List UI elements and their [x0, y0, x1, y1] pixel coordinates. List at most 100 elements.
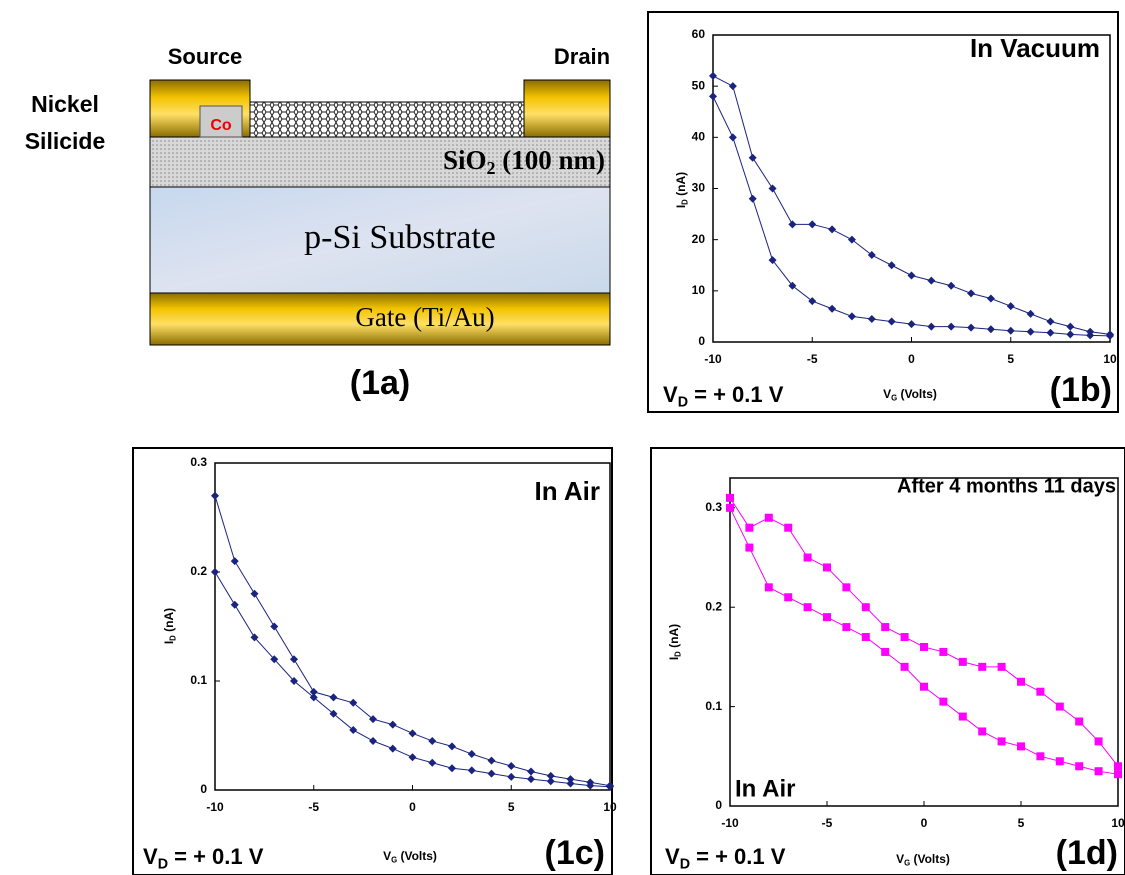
- x-axis-label-rest: (Volts): [897, 387, 937, 401]
- data-point: [748, 194, 757, 203]
- data-point: [861, 603, 870, 612]
- data-point: [842, 623, 851, 632]
- sio2-label: SiO2 (100 nm): [443, 145, 605, 178]
- x-tick-label: 10: [1103, 352, 1117, 366]
- data-point: [978, 727, 987, 736]
- y-tick-label: 0.1: [190, 673, 207, 687]
- data-point: [803, 603, 812, 612]
- data-point: [726, 493, 734, 502]
- panel-label: (1c): [545, 834, 605, 872]
- y-tick-label: 0: [698, 334, 705, 348]
- data-point: [947, 281, 956, 290]
- data-point: [448, 764, 456, 773]
- chart-title: After 4 months 11 days: [897, 475, 1116, 497]
- y-tick-label: 10: [692, 283, 706, 297]
- data-point: [978, 662, 987, 671]
- data-point: [764, 513, 773, 522]
- chart-title: In Vacuum: [970, 33, 1100, 63]
- data-point: [881, 647, 890, 656]
- data-point: [230, 600, 239, 609]
- x-tick-label: 0: [908, 352, 915, 366]
- x-axis-label: VG (Volts): [896, 852, 950, 867]
- data-point: [828, 304, 837, 313]
- data-point: [1006, 326, 1015, 335]
- panel-label: (1a): [350, 364, 410, 402]
- data-point: [507, 762, 516, 771]
- data-point: [900, 662, 909, 671]
- bias-note: VD = + 0.1 V: [143, 844, 264, 873]
- data-point: [1036, 687, 1045, 696]
- data-point: [881, 623, 890, 632]
- data-point: [1055, 702, 1064, 711]
- x-tick-label: -5: [308, 800, 319, 814]
- data-point: [823, 563, 831, 572]
- data-point: [270, 622, 279, 631]
- data-point: [1094, 767, 1103, 776]
- x-tick-label: 10: [603, 800, 617, 814]
- x-tick-label: -10: [704, 352, 722, 366]
- panel-label: (1d): [1056, 834, 1118, 872]
- data-point: [958, 712, 967, 721]
- y-axis-label-sub: D: [681, 199, 690, 205]
- data-point: [788, 281, 797, 290]
- data-point: [290, 655, 298, 664]
- chart-panel: 0 0.1 0.2 0.3 -10 -5 0 5 10 After 4 months 11 day…: [650, 447, 1125, 875]
- data-point: [1006, 302, 1015, 311]
- y-tick-label: 0.3: [705, 500, 722, 514]
- data-point: [428, 758, 437, 767]
- data-point: [823, 613, 831, 622]
- annotation: In Air: [735, 775, 795, 802]
- bias-note: VD = + 0.1 V: [665, 844, 786, 873]
- data-point: [784, 593, 793, 602]
- data-point: [847, 312, 856, 321]
- y-axis-label-rest: (nA): [674, 172, 688, 199]
- x-tick-label: 0: [921, 816, 928, 830]
- y-tick-label: 30: [692, 181, 706, 195]
- data-line: [729, 497, 1119, 775]
- data-point: [764, 583, 773, 592]
- x-tick-label: 5: [508, 800, 515, 814]
- y-tick-label: 0: [715, 798, 722, 812]
- data-point: [349, 726, 358, 735]
- data-point: [709, 92, 717, 101]
- bias-note-rest: = + 0.1 V: [168, 844, 264, 869]
- panel-frame: [132, 447, 613, 875]
- co-contact: [199, 105, 243, 138]
- bias-note-main: V: [143, 844, 158, 869]
- data-point: [250, 589, 259, 598]
- x-tick-label: 0: [409, 800, 416, 814]
- data-point: [728, 82, 737, 91]
- y-tick-label: 50: [692, 78, 706, 92]
- panel-frame: [647, 11, 1119, 413]
- data-point: [967, 323, 976, 332]
- data-point: [507, 772, 516, 781]
- bias-note-sub: D: [678, 394, 688, 410]
- data-line: [712, 75, 1111, 337]
- gate-layer: [149, 292, 611, 346]
- data-point: [408, 729, 417, 738]
- data-point: [1075, 717, 1084, 726]
- data-point: [1086, 327, 1095, 336]
- x-tick-label: -5: [822, 816, 833, 830]
- data-point: [329, 693, 338, 702]
- data-point: [369, 736, 377, 745]
- data-point: [958, 657, 967, 666]
- data-point: [997, 737, 1006, 746]
- y-tick-label: 60: [692, 27, 706, 41]
- data-point: [745, 543, 754, 552]
- data-point: [748, 153, 757, 162]
- data-point: [566, 779, 575, 788]
- data-point: [768, 184, 777, 193]
- y-axis-label: ID (nA): [162, 608, 177, 644]
- data-point: [867, 314, 876, 323]
- panel-frame: [650, 447, 1125, 875]
- y-axis-label: ID (nA): [674, 172, 689, 208]
- x-axis-label-sub: G: [891, 394, 897, 403]
- data-point: [939, 697, 948, 706]
- bias-note: VD = + 0.1 V: [663, 382, 784, 411]
- data-point: [388, 744, 397, 753]
- data-point: [828, 225, 837, 234]
- data-point: [290, 677, 298, 685]
- y-tick-label: 0.1: [705, 699, 722, 713]
